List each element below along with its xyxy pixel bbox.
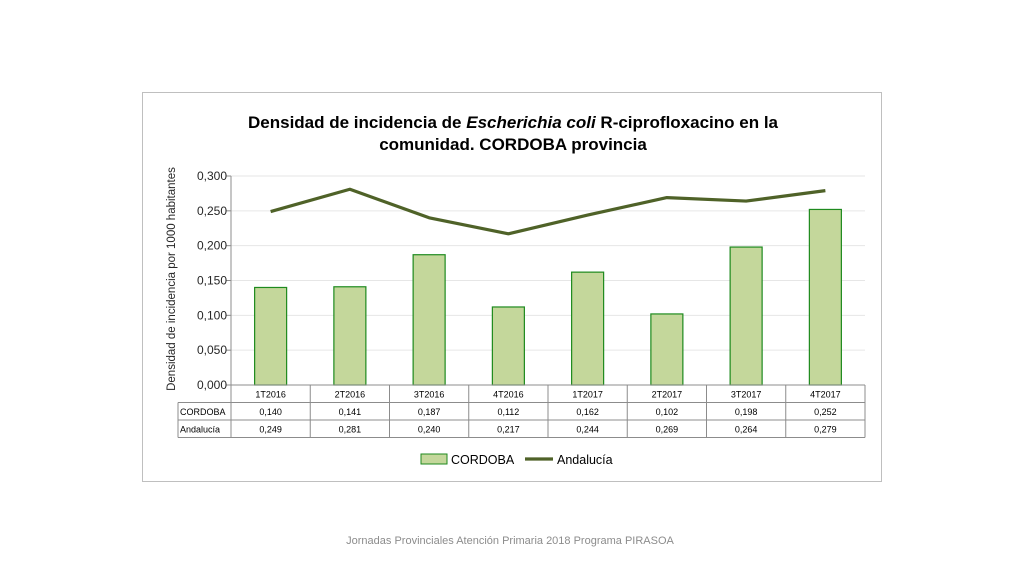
data-label: 0,162 [576,407,599,417]
line-series [270,187,826,236]
chart-title-part1: Densidad de incidencia de [248,113,466,132]
data-label: 0,281 [339,424,362,434]
y-tick-label: 0,000 [197,378,227,392]
data-label: 0,141 [339,407,362,417]
y-tick-label: 0,200 [197,239,227,253]
x-tick-label: 3T2017 [731,389,762,399]
y-tick-label: 0,050 [197,343,227,357]
svg-text:Densidad de incidencia de Esch: Densidad de incidencia de Escherichia co… [248,113,779,132]
y-tick-label: 0,250 [197,204,227,218]
bar [412,254,446,386]
bar [808,208,842,386]
data-label: 0,140 [259,407,282,417]
grid-lines [231,175,865,351]
data-label: 0,252 [814,407,837,417]
data-label: 0,244 [576,424,599,434]
bar [729,246,763,386]
x-tick-label: 1T2017 [572,389,603,399]
data-label: 0,187 [418,407,441,417]
chart-svg: Densidad de incidencia de Escherichia co… [166,113,866,467]
y-tick-label: 0,300 [197,169,227,183]
chart-title-italic: Escherichia coli [466,113,597,132]
y-tick-label: 0,150 [197,274,227,288]
slide-footer: Jornadas Provinciales Atención Primaria … [346,535,674,547]
data-label: 0,102 [656,407,679,417]
data-label: 0,198 [735,407,758,417]
data-label: 0,217 [497,424,520,434]
y-tick-label: 0,100 [197,308,227,322]
bar-series [254,208,842,386]
y-axis-label: Densidad de incidencia por 1000 habitant… [166,167,178,391]
data-label: 0,240 [418,424,441,434]
table-series-name: Andalucía [180,424,220,434]
bar [254,286,288,386]
chart-title-line2: comunidad. CORDOBA provincia [379,135,647,154]
data-table: 1T2016 2T2016 3T2016 4T2016 1T2017 2T2017 3T20… [177,384,866,438]
x-tick-label: 4T2017 [810,389,841,399]
bar [491,306,525,386]
x-tick-label: 1T2016 [255,389,286,399]
bar [333,286,367,386]
series-line-andalucia [270,187,826,236]
bar [650,313,684,386]
legend-label-cordoba: CORDOBA [451,453,515,467]
data-label: 0,112 [497,407,519,417]
data-label: 0,279 [814,424,837,434]
data-label: 0,264 [735,424,758,434]
y-axis: 0,000 0,050 0,100 0,150 0,200 0,250 0,300 [197,169,232,392]
table-series-name: CORDOBA [180,407,226,417]
legend-swatch-cordoba [420,453,448,465]
legend-label-andalucia: Andalucía [557,453,613,467]
data-label: 0,269 [656,424,679,434]
legend: CORDOBA Andalucía [420,453,613,467]
chart-frame: Densidad de incidencia de Escherichia co… [142,92,882,482]
chart-title: Densidad de incidencia de Escherichia co… [248,113,779,154]
data-label: 0,249 [259,424,282,434]
x-tick-label: 4T2016 [493,389,524,399]
x-tick-label: 3T2016 [414,389,445,399]
x-tick-label: 2T2017 [652,389,683,399]
x-tick-label: 2T2016 [335,389,366,399]
chart-title-part2: R-ciprofloxacino en la [596,113,779,132]
bar [571,271,605,386]
